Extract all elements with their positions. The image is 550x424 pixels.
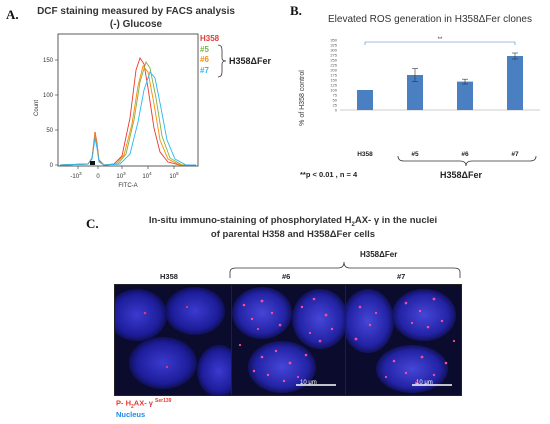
bar-chart-y-tick-350: 350 (330, 38, 337, 43)
bar-chart-y-tick-50: 50 (333, 98, 338, 103)
bar-chart-y-tick-25: 25 (333, 103, 338, 108)
facs-x-tick-3: 103 (116, 171, 126, 180)
bar-clone-7 (507, 56, 523, 110)
panel-c-subtitle: of parental H358 and H358ΔFer cells (210, 229, 376, 240)
panel-c-letter: C. (86, 216, 99, 231)
bar-chart-y-tick-150: 150 (330, 78, 337, 83)
facs-legend-7: #7 (200, 65, 209, 75)
facs-plot-frame (57, 33, 199, 167)
facs-curve-h358 (59, 56, 196, 166)
facs-y-ticks: 150 100 50 0 (43, 58, 58, 169)
facs-y-tick-150: 150 (43, 58, 54, 64)
micrograph-6-foci (238, 297, 334, 383)
bar-chart-y-tick-275: 275 (330, 53, 337, 58)
image-label-6: #6 (282, 272, 291, 281)
panel-c-group-label: H358ΔFer (360, 250, 398, 259)
facs-y-tick-100: 100 (43, 93, 54, 99)
bar-H358 (357, 90, 373, 110)
panel-c-group-brace (229, 261, 461, 278)
facs-xlabel: FITC-A (118, 183, 137, 189)
bar-chart-title: Elevated ROS generation in H358ΔFer clon… (327, 14, 532, 25)
micrograph-6-image (232, 285, 345, 395)
bar-chart-stats-note: **p < 0.01 , n = 4 (300, 170, 358, 179)
image-label-7: #7 (397, 272, 406, 281)
facs-histogram: 150 100 50 0 Count -103 0 103 104 105 FI… (34, 33, 199, 189)
panel-c-title: In-situ immuno-staining of phosphorylate… (148, 215, 438, 228)
micrograph-h358 (114, 284, 232, 396)
micrograph-6-scalebar-label: 10 μm (300, 380, 317, 386)
image-label-h358: H358 (160, 272, 178, 281)
ros-bar-chart: % of H358 control 0255075100125150175200… (299, 37, 540, 158)
bar-chart-y-tick-175: 175 (330, 73, 337, 78)
bar-chart-y-tick-125: 125 (330, 83, 337, 88)
facs-legend-brace (217, 44, 227, 78)
facs-x-tick-4: 104 (142, 171, 152, 180)
bar-chart-group-brace (397, 155, 537, 167)
bar-chart-ylabel: % of H358 control (299, 70, 306, 126)
micrograph-7-scalebar-label: 10 μm (416, 380, 433, 386)
bar-chart-y-tick-0: 0 (335, 108, 338, 113)
panel-a-letter: A. (6, 7, 19, 22)
micrograph-7-image (346, 285, 461, 395)
bar-chart-y-tick-200: 200 (330, 68, 337, 73)
panel-a-title: DCF staining measured by FACS analysis (37, 6, 235, 17)
bar-chart-y-tick-100: 100 (330, 88, 337, 93)
facs-y-tick-50: 50 (46, 128, 53, 134)
bar-label-clone-7: #7 (511, 151, 519, 158)
facs-curve-6 (59, 65, 196, 166)
micrograph-h358-image (115, 285, 231, 395)
bar-chart-y-tick-300: 300 (330, 48, 337, 53)
facs-legend-6: #6 (200, 55, 209, 64)
facs-legend-5: #5 (200, 44, 209, 54)
panel-b-letter: B. (290, 3, 302, 18)
facs-curve-5 (59, 60, 196, 166)
bar-chart-y-tick-325: 325 (330, 43, 337, 48)
stain-legend-red: P- H2AX- γ Ser139 (116, 398, 172, 410)
facs-curve-7 (59, 71, 196, 166)
significance-stars: ** (438, 37, 443, 43)
facs-x-tick-5: 105 (169, 171, 179, 180)
stain-legend-red-sup: Ser139 (155, 398, 172, 404)
facs-group-label: H358ΔFer (229, 56, 271, 66)
facs-legend-h358: H358 (200, 34, 220, 43)
facs-x-ticks: -103 0 103 104 105 (70, 166, 179, 180)
bar-chart-y-tick-250: 250 (330, 58, 337, 63)
panel-a-subtitle: (-) Glucose (109, 19, 163, 30)
bar-label-clone-6: #6 (461, 151, 469, 158)
bar-chart-bars: H358 #5 #6 #7 (357, 52, 523, 158)
bar-label-clone-5: #5 (411, 151, 419, 158)
facs-ylabel: Count (34, 100, 40, 116)
micrograph-6 (231, 284, 346, 396)
facs-gate-marker (90, 161, 95, 165)
bar-chart-y-tick-75: 75 (333, 93, 338, 98)
facs-y-tick-0: 0 (50, 163, 54, 169)
bar-chart-significance: ** (364, 37, 516, 45)
stain-legend-blue: Nucleus (116, 410, 146, 419)
facs-legend: H358 #5 #6 #7 (200, 34, 219, 76)
bar-clone-5 (407, 75, 423, 110)
bar-label-H358: H358 (357, 151, 373, 158)
bar-chart-group-label: H358ΔFer (440, 170, 482, 180)
facs-x-tick-neg3: -103 (70, 171, 82, 180)
bar-chart-y-tick-225: 225 (330, 63, 337, 68)
bar-clone-6 (457, 81, 473, 110)
facs-x-tick-0: 0 (96, 174, 100, 180)
micrograph-7 (345, 284, 462, 396)
micrograph-7-foci (354, 297, 456, 385)
